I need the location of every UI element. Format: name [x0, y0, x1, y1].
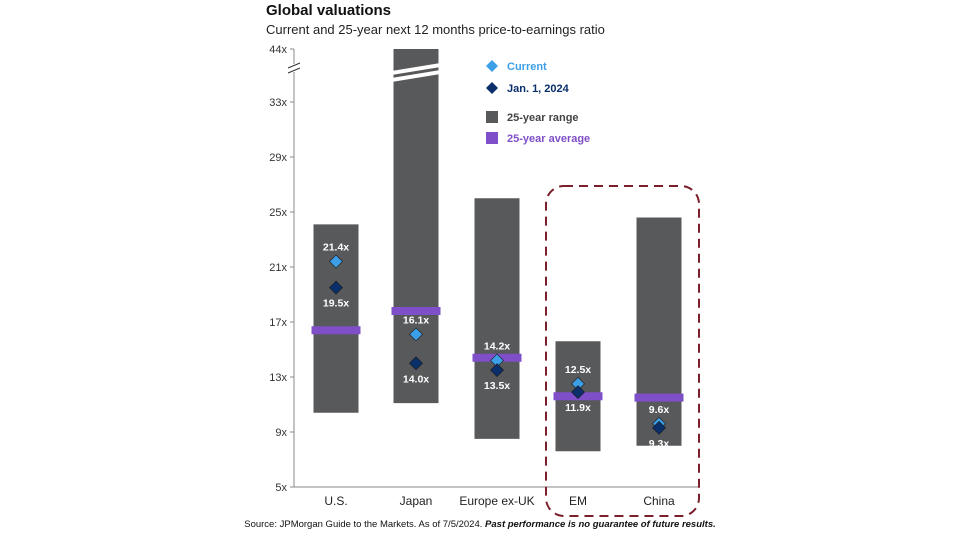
- current-value-label: 21.4x: [323, 242, 349, 254]
- y-tick-label: 33x: [269, 97, 287, 109]
- x-tick-label: Europe ex-UK: [459, 494, 534, 508]
- jan2024-marker: [490, 363, 504, 378]
- axis-break-gap: [287, 64, 301, 72]
- axis-break-mark: [287, 67, 301, 74]
- legend-label: 25-year range: [507, 112, 579, 124]
- source-text: Source: JPMorgan Guide to the Markets. A…: [244, 519, 486, 530]
- jan2024-value-label: 11.9x: [565, 402, 591, 414]
- range-bar: [474, 198, 520, 439]
- legend-swatch: [486, 111, 498, 123]
- jan2024-marker: [652, 420, 666, 435]
- legend-swatch: [486, 60, 498, 72]
- legend-label: 25-year average: [507, 133, 590, 145]
- average-marker: [634, 393, 684, 402]
- legend-swatch: [486, 132, 498, 144]
- source-disclaimer: Past performance is no guarantee of futu…: [485, 519, 716, 530]
- y-tick-label: 9x: [275, 427, 287, 439]
- x-tick-label: China: [643, 494, 675, 508]
- jan2024-marker: [329, 280, 343, 295]
- current-marker: [329, 254, 343, 269]
- chart-title: Global valuations: [266, 2, 392, 19]
- y-tick-label: 29x: [269, 152, 287, 164]
- average-marker: [391, 307, 441, 315]
- y-tick-label: 17x: [269, 317, 287, 329]
- y-tick-label: 25x: [269, 207, 287, 219]
- y-tick-label: 5x: [275, 482, 287, 494]
- current-value-label: 14.2x: [484, 341, 510, 353]
- current-value-label: 12.5x: [565, 364, 591, 376]
- bar-break-mark: [391, 70, 441, 82]
- y-tick-label: 13x: [269, 372, 287, 384]
- current-value-label: 16.1x: [403, 314, 429, 326]
- range-bar: [393, 49, 439, 404]
- average-marker: [311, 326, 361, 335]
- y-tick-label: 21x: [269, 262, 287, 274]
- source-note: Source: JPMorgan Guide to the Markets. A…: [0, 519, 960, 530]
- axis-break-mark: [287, 62, 301, 69]
- y-tick-label: 44x: [269, 44, 287, 56]
- chart-subtitle: Current and 25-year next 12 months price…: [266, 22, 605, 37]
- jan2024-value-label: 19.5x: [323, 298, 349, 310]
- legend-swatch: [486, 82, 498, 94]
- range-bar: [636, 217, 682, 446]
- legend-label: Current: [507, 61, 547, 73]
- x-tick-label: Japan: [400, 494, 433, 508]
- jan2024-value-label: 9.3x: [649, 438, 670, 450]
- jan2024-marker: [409, 356, 423, 371]
- current-value-label: 9.6x: [649, 404, 670, 416]
- jan2024-marker: [571, 385, 585, 400]
- x-tick-label: U.S.: [324, 494, 347, 508]
- current-marker: [409, 327, 423, 342]
- highlight-box-em-china: [545, 185, 700, 517]
- jan2024-value-label: 13.5x: [484, 380, 510, 392]
- jan2024-value-label: 14.0x: [403, 373, 429, 385]
- x-tick-label: EM: [569, 494, 587, 508]
- bar-break-mark: [391, 63, 441, 75]
- legend-label: Jan. 1, 2024: [507, 83, 570, 95]
